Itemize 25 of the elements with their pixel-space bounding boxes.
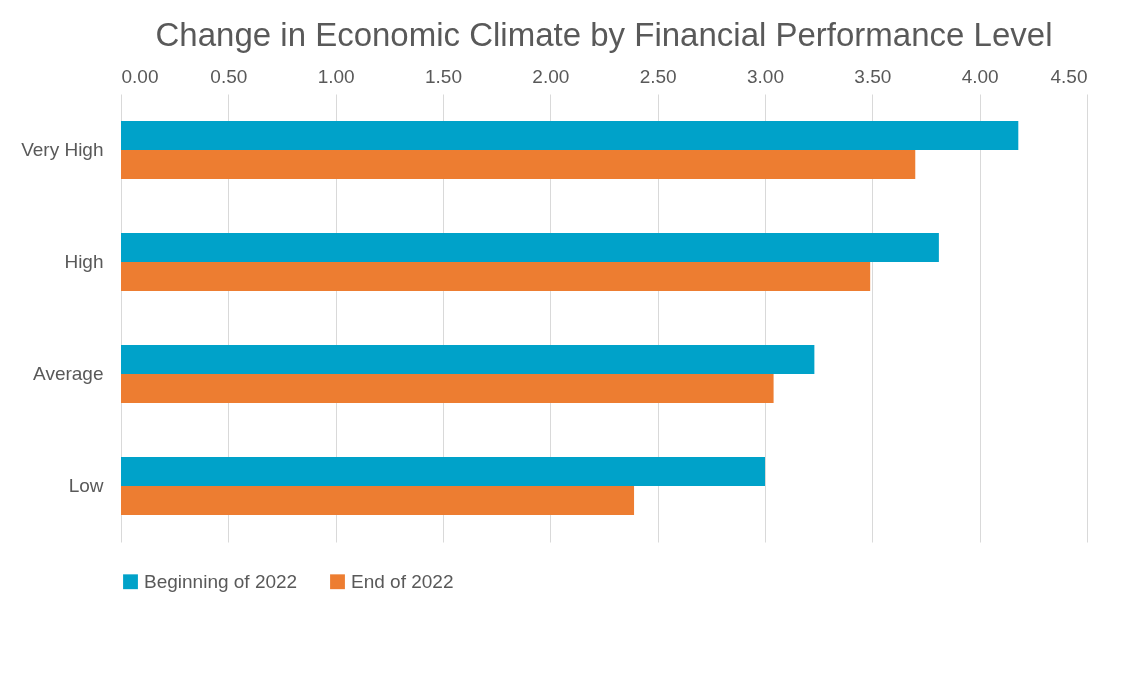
bar bbox=[121, 150, 916, 180]
x-tick-label: 1.50 bbox=[425, 65, 462, 87]
x-tick-label: 3.00 bbox=[747, 65, 784, 87]
x-tick-label: 0.00 bbox=[121, 65, 159, 87]
y-tick-label: High bbox=[64, 251, 104, 272]
x-tick-label: 3.50 bbox=[854, 65, 892, 87]
bar bbox=[121, 120, 1019, 150]
y-tick-label: Very High bbox=[21, 139, 104, 160]
x-tick-label: 0.50 bbox=[210, 65, 248, 87]
y-tick-label: Average bbox=[33, 363, 104, 384]
bar bbox=[121, 344, 815, 374]
bar bbox=[121, 262, 871, 292]
bar bbox=[121, 456, 765, 486]
x-tick-label: 1.00 bbox=[317, 65, 355, 87]
x-tick-label: 4.50 bbox=[1050, 65, 1088, 87]
bar bbox=[121, 232, 939, 262]
legend-label: Beginning of 2022 bbox=[144, 570, 298, 592]
x-tick-label: 2.00 bbox=[532, 65, 570, 87]
y-tick-label: Low bbox=[68, 475, 104, 496]
x-tick-label: 2.50 bbox=[639, 65, 677, 87]
legend-label: End of 2022 bbox=[351, 570, 454, 592]
bar bbox=[121, 374, 774, 404]
bar bbox=[121, 486, 635, 516]
chart-title: Change in Economic Climate by Financial Performance Level bbox=[155, 16, 1053, 53]
x-tick-label: 4.00 bbox=[961, 65, 999, 87]
